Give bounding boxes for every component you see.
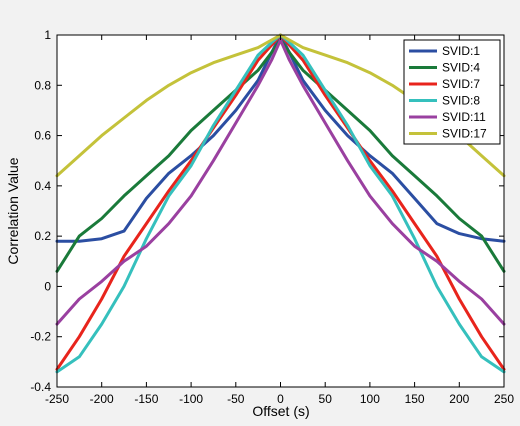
legend-label-3: SVID:8 bbox=[442, 94, 480, 108]
legend: SVID:1 SVID:4 SVID:7 SVID:8 SVID:11 SVID:17 bbox=[403, 39, 501, 145]
y-tick-label: -0.4 bbox=[30, 380, 51, 394]
y-axis-label: Correlation Value bbox=[5, 157, 21, 264]
x-tick-label: -200 bbox=[90, 392, 114, 406]
x-tick-label: -150 bbox=[134, 392, 158, 406]
y-tick-label: 0.4 bbox=[34, 179, 51, 193]
x-tick-label: 150 bbox=[405, 392, 425, 406]
ticks-layer: -250 -200 -150 -100 -50 0 50 100 150 200 250 -0.4 -0… bbox=[30, 28, 514, 406]
y-tick-label: 1 bbox=[44, 28, 51, 42]
y-tick-label: 0.8 bbox=[34, 78, 51, 92]
y-tick-label: -0.2 bbox=[30, 330, 51, 344]
x-axis-label: Offset (s) bbox=[252, 403, 309, 419]
x-tick-label: -250 bbox=[45, 392, 69, 406]
x-tick-label: -100 bbox=[179, 392, 203, 406]
y-tick-label: 0.6 bbox=[34, 129, 51, 143]
x-tick-label: 200 bbox=[449, 392, 469, 406]
legend-label-2: SVID:7 bbox=[442, 77, 480, 91]
x-tick-label: -50 bbox=[227, 392, 245, 406]
legend-label-0: SVID:1 bbox=[442, 44, 480, 58]
y-tick-label: 0.2 bbox=[34, 229, 51, 243]
legend-label-1: SVID:4 bbox=[442, 61, 480, 75]
x-tick-label: 50 bbox=[319, 392, 333, 406]
x-tick-label: 0 bbox=[277, 392, 284, 406]
y-tick-label: 0 bbox=[44, 279, 51, 293]
x-tick-label: 250 bbox=[494, 392, 514, 406]
legend-box bbox=[403, 39, 501, 145]
x-tick-label: 100 bbox=[360, 392, 380, 406]
legend-label-5: SVID:17 bbox=[442, 127, 487, 141]
legend-label-4: SVID:11 bbox=[442, 110, 486, 124]
